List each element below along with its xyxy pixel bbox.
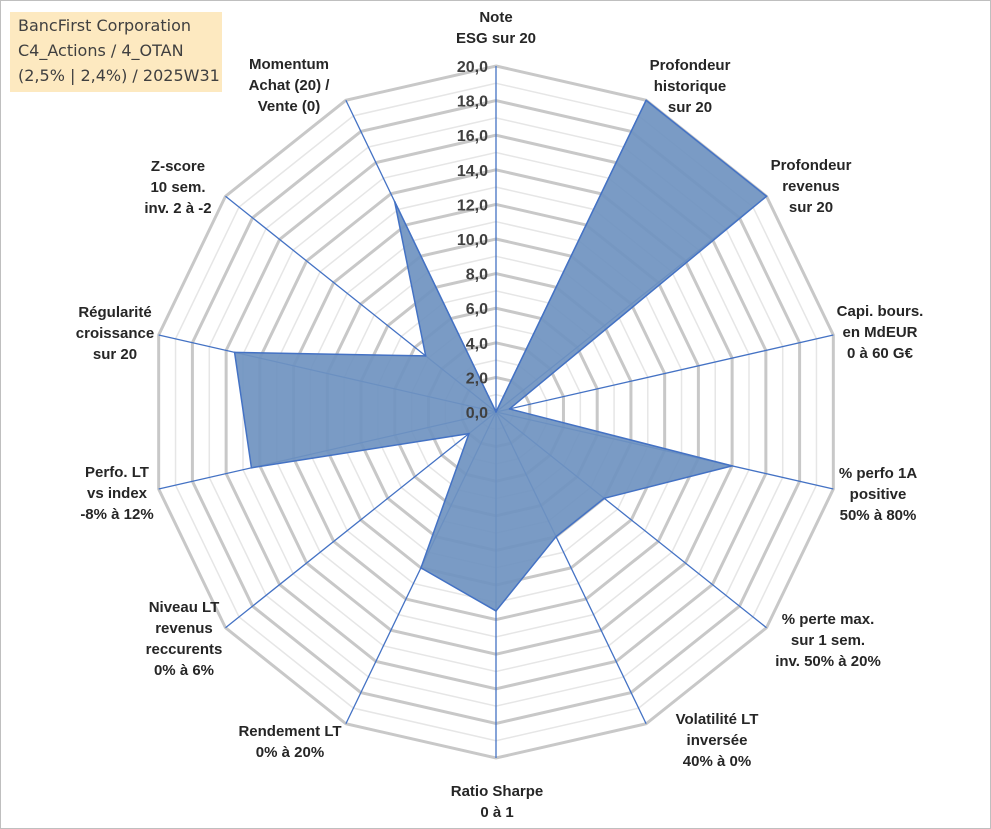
axis-label-line: positive: [850, 486, 907, 503]
tick-label: 2,0: [466, 370, 488, 387]
tick-label: 18,0: [457, 94, 488, 111]
axis-label-line: Momentum: [249, 56, 329, 73]
data-point-14: [393, 200, 396, 203]
axis-label-line: Régularité: [78, 304, 151, 321]
axis-label-line: Rendement LT: [238, 723, 341, 740]
axis-label-line: sur 20: [668, 99, 712, 116]
axis-label-3: Profondeur revenus sur 20: [771, 157, 852, 216]
axis-label-line: 40% à 0%: [683, 753, 751, 770]
axis-label-line: en MdEUR: [843, 324, 918, 341]
axis-label-1: Note ESG sur 20: [456, 9, 536, 47]
axis-label-line: 10 sem.: [150, 179, 205, 196]
tick-label: 16,0: [457, 128, 488, 145]
axis-label-line: Profondeur: [771, 157, 852, 174]
axis-label-4: Capi. bours. en MdEUR 0 à 60 G€: [837, 303, 924, 362]
chart-title-line-2: C4_Actions / 4_OTAN: [18, 41, 184, 60]
series-area: [233, 99, 768, 612]
chart-title-line-1: BancFirst Corporation: [18, 16, 191, 35]
axis-label-line: Volatilité LT: [676, 711, 759, 728]
axis-label-6: % perte max. sur 1 sem. inv. 50% à 20%: [775, 611, 881, 670]
data-point-4: [508, 408, 511, 410]
data-point-10: [468, 432, 470, 435]
axis-label-line: Vente (0): [258, 98, 321, 115]
tick-label: 6,0: [466, 301, 488, 318]
axis-label-line: 0 à 1: [480, 804, 513, 821]
data-point-5: [731, 465, 733, 467]
axis-label-5: % perfo 1A positive 50% à 80%: [839, 465, 918, 524]
chart-title-box: BancFirst Corporation C4_Actions / 4_OTA…: [10, 12, 222, 92]
axis-label-9: Rendement LT 0% à 20%: [238, 723, 341, 761]
tick-label: 4,0: [466, 336, 488, 353]
axis-spoke-4: [495, 334, 834, 413]
data-point-8: [495, 610, 497, 612]
axis-label-13: Z-score 10 sem. inv. 2 à -2: [144, 158, 211, 217]
axis-label-line: Capi. bours.: [837, 303, 924, 320]
axis-label-line: % perte max.: [782, 611, 875, 628]
axis-label-line: revenus: [155, 620, 213, 637]
tick-label: 10,0: [457, 232, 488, 249]
axis-label-line: revenus: [782, 178, 840, 195]
axis-label-line: croissance: [76, 325, 154, 342]
axis-label-line: inv. 50% à 20%: [775, 653, 881, 670]
tick-label: 0,0: [466, 405, 488, 422]
axis-label-line: Achat (20) /: [249, 77, 331, 94]
axis-label-line: reccurents: [146, 641, 223, 658]
axis-label-line: 0% à 20%: [256, 744, 324, 761]
chart-title-line-3: (2,5% | 2,4%) / 2025W31: [18, 66, 220, 85]
data-point-7: [555, 535, 557, 538]
axis-label-line: -8% à 12%: [80, 506, 153, 523]
axis-label-line: Ratio Sharpe: [451, 783, 544, 800]
axis-label-line: inversée: [687, 732, 748, 749]
series-layer: [233, 99, 768, 612]
axis-label-line: Niveau LT: [149, 599, 220, 616]
axis-label-14: Momentum Achat (20) / Vente (0): [249, 56, 331, 115]
axis-label-line: sur 20: [93, 346, 137, 363]
axis-label-line: 0 à 60 G€: [847, 345, 914, 362]
axis-label-2: Profondeur historique sur 20: [650, 57, 731, 116]
tick-label: 12,0: [457, 197, 488, 214]
axis-label-line: % perfo 1A: [839, 465, 918, 482]
data-point-1: [495, 411, 497, 413]
axis-label-line: historique: [654, 78, 727, 95]
axis-label-line: ESG sur 20: [456, 30, 536, 47]
axis-label-line: 0% à 6%: [154, 662, 214, 679]
axis-labels: Note ESG sur 20 Profondeur historique sur 20…: [76, 9, 924, 821]
data-point-13: [424, 355, 427, 357]
data-point-12: [233, 351, 236, 354]
data-point-3: [765, 195, 768, 198]
axis-label-line: vs index: [87, 485, 148, 502]
axis-label-line: sur 20: [789, 199, 833, 216]
tick-label: 14,0: [457, 163, 488, 180]
axis-label-line: 50% à 80%: [840, 507, 917, 524]
axis-label-8: Ratio Sharpe 0 à 1: [451, 783, 544, 821]
axis-label-line: Note: [479, 9, 512, 26]
data-point-9: [420, 567, 422, 569]
tick-label: 20,0: [457, 59, 488, 76]
axis-label-11: Perfo. LT vs index -8% à 12%: [80, 464, 153, 523]
axis-label-10: Niveau LT revenus reccurents 0% à 6%: [146, 599, 223, 679]
data-point-6: [603, 497, 606, 500]
data-point-11: [250, 467, 253, 469]
axis-label-7: Volatilité LT inversée 40% à 0%: [676, 711, 759, 770]
data-point-2: [645, 99, 647, 102]
axis-label-line: Z-score: [151, 158, 205, 175]
axis-label-line: Profondeur: [650, 57, 731, 74]
tick-label: 8,0: [466, 267, 488, 284]
axis-label-line: sur 1 sem.: [791, 632, 865, 649]
axis-label-12: Régularité croissance sur 20: [76, 304, 154, 363]
axis-spoke-10: [225, 411, 497, 629]
tick-labels: 0,0 2,0 4,0 6,0 8,0 10,0 12,0 14,0 16,0 18,0 20,0: [457, 59, 488, 422]
axis-label-line: Perfo. LT: [85, 464, 149, 481]
axis-label-line: inv. 2 à -2: [144, 200, 211, 217]
